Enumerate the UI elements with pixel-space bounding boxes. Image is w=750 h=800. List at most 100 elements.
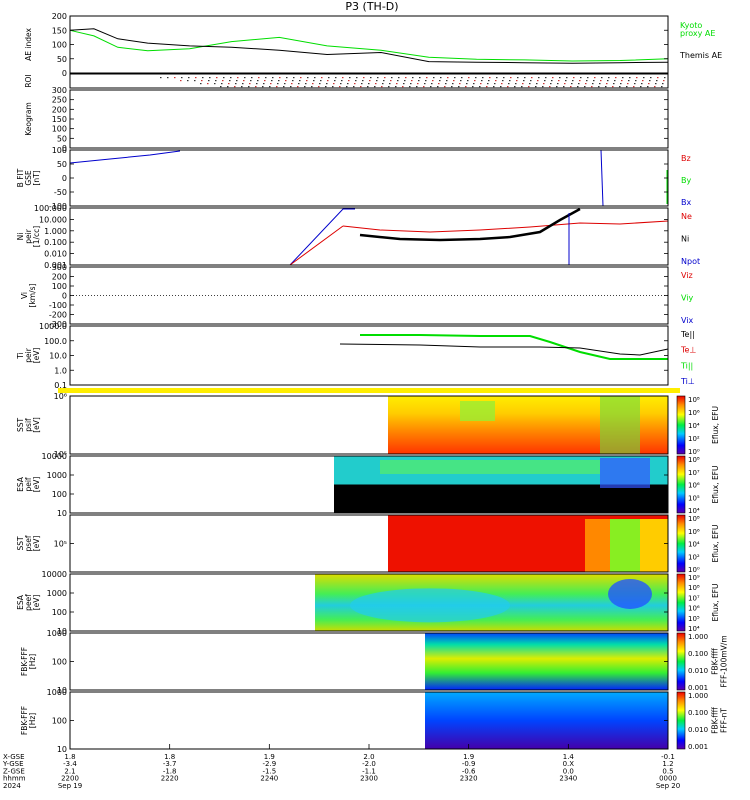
roi-dot (389, 83, 391, 85)
roi-dot (607, 80, 609, 82)
ae-legend-label: Kyoto (680, 21, 702, 30)
panel-ylabel-line: peir (24, 228, 33, 243)
roi-dot (180, 80, 182, 82)
colorbar-label: Eflux, EFU (711, 584, 720, 622)
roi-dot (356, 77, 358, 79)
roi-dot (439, 80, 441, 82)
roi-dot (495, 80, 497, 82)
panel-ylabel-line: B FIT (16, 168, 25, 187)
roi-dot (215, 80, 217, 82)
x-tick-label: -0.9 (462, 760, 476, 768)
colorbar-tick-label: 10⁸ (688, 396, 700, 404)
roi-dot (472, 86, 474, 88)
roi-dot (228, 83, 230, 85)
panel-ylabel-line: Ti (16, 352, 25, 359)
panel-ylabel-line: Vi (20, 292, 29, 299)
sst-ele-patch (640, 519, 668, 572)
roi-dot (627, 83, 629, 85)
panel-ylabel: Keogram (24, 102, 33, 136)
y-tick-label: 10⁵ (54, 450, 67, 459)
y-tick-label: 300 (52, 86, 67, 95)
roi-dot (545, 77, 547, 79)
panel-frame (69, 207, 669, 266)
y-tick-label: 10⁶ (54, 392, 67, 401)
roi-dot (276, 86, 278, 88)
npot-line (289, 208, 355, 266)
panel-8: ESA peif [eV] 10000 1000 100 10 10⁸ 10⁷ 10⁶ 10⁵ 10⁴… (16, 452, 720, 518)
panel-ylabel: SST psef [eV] (16, 535, 41, 551)
panel-ylabel: ROI (24, 74, 33, 87)
roi-dot (550, 83, 552, 85)
y-tick-label: 150 (52, 115, 67, 124)
roi-dot (277, 83, 279, 85)
panel-ylabel: FBK-FFF [Hz] (20, 706, 37, 735)
roi-dot (453, 80, 455, 82)
x-tick-label: 2240 (260, 775, 278, 783)
roi-dot (227, 86, 229, 88)
ae-legend-label: proxy AE (680, 29, 715, 38)
roi-dot (641, 83, 643, 85)
roi-dot (410, 83, 412, 85)
roi-dot (188, 77, 190, 79)
roi-dot (538, 77, 540, 79)
roi-dot (334, 80, 336, 82)
roi-dot (636, 77, 638, 79)
roi-dot (398, 77, 400, 79)
roi-dot (542, 86, 544, 88)
panel-legend-label: Npot (681, 257, 700, 266)
y-tick-label: 10 (57, 686, 67, 695)
x-tick-label: 0.0 (563, 767, 574, 775)
roi-dot (283, 86, 285, 88)
roi-dot (251, 77, 253, 79)
panel-ylabel-line: FBK-FFF (20, 706, 29, 735)
panel-ylabel-line: [nT] (32, 170, 41, 185)
y-tick-label: 0 (62, 144, 67, 153)
roi-dot (328, 77, 330, 79)
y-tick-label: 10 (57, 627, 67, 636)
y-tick-label: 150 (52, 26, 67, 35)
y-tick-label: 1000 (47, 471, 67, 480)
roi-dot (375, 83, 377, 85)
roi-dot (454, 77, 456, 79)
roi-dot (265, 77, 267, 79)
x-tick-label: -1.1 (362, 767, 376, 775)
roi-dot (508, 83, 510, 85)
roi-dot (241, 86, 243, 88)
panel-ylabel: Ni peir [1/cc] (16, 226, 41, 247)
y-tick-label: 50 (57, 160, 67, 169)
roi-dot (333, 83, 335, 85)
roi-dot (465, 86, 467, 88)
roi-dot (654, 86, 656, 88)
roi-dot (376, 80, 378, 82)
roi-dot (447, 77, 449, 79)
x-tick-label: 0000 (659, 775, 677, 783)
roi-dot (299, 80, 301, 82)
roi-dot (396, 83, 398, 85)
roi-dot (565, 80, 567, 82)
roi-dot (430, 86, 432, 88)
y-tick-label: 200 (52, 12, 67, 21)
roi-dot (599, 83, 601, 85)
panel-3: B FIT GSE [nT] 100 50 0 -50 -100 Bz By Bx (16, 146, 691, 211)
panel-ylabel-line: psef (24, 535, 33, 551)
panel-ylabel-line: [eV] (32, 536, 41, 552)
roi-dot (187, 80, 189, 82)
roi-dot (320, 80, 322, 82)
panel-ylabel: ESA peef [eV] (16, 594, 41, 611)
roi-dot (486, 86, 488, 88)
roi-dot (340, 83, 342, 85)
roi-dot (479, 86, 481, 88)
panel-ylabel-line: AE index (24, 28, 33, 61)
plot-title: P3 (TH-D) (345, 0, 398, 13)
colorbar (676, 573, 686, 632)
panel-ylabel-line: [eV] (32, 348, 41, 364)
roi-dot (382, 83, 384, 85)
roi-dot (279, 77, 281, 79)
ne-rise-line (289, 225, 344, 266)
panel-ylabel-line: [Hz] (28, 713, 37, 729)
roi-dot (270, 83, 272, 85)
roi-dot (306, 80, 308, 82)
fbk-e-spectrogram (425, 633, 668, 690)
roi-dot (452, 83, 454, 85)
